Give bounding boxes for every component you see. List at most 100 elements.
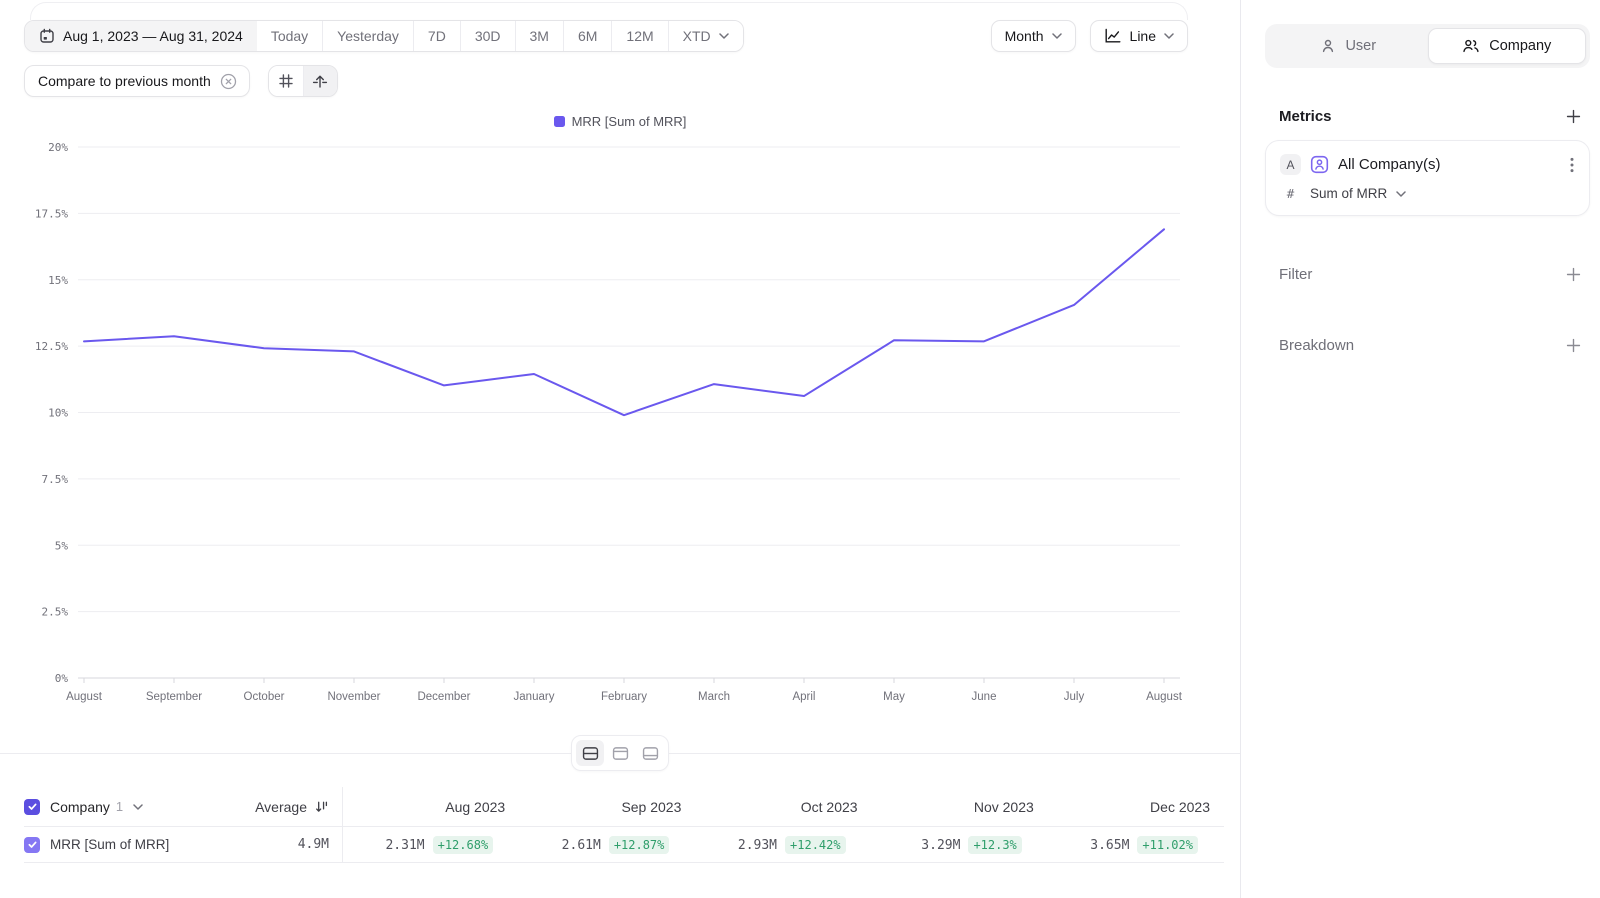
svg-text:10%: 10%	[48, 407, 68, 420]
layout-toggle-group	[571, 735, 669, 771]
series-checkbox[interactable]	[24, 836, 40, 853]
company-badge-icon	[1310, 155, 1329, 174]
metric-property-label: Sum of MRR	[1310, 186, 1388, 201]
add-breakdown-button[interactable]	[1563, 335, 1584, 356]
svg-text:April: April	[792, 691, 815, 703]
chevron-down-icon	[1164, 33, 1174, 39]
chart-type-label: Line	[1129, 28, 1156, 44]
mrr-value: 2.61M	[561, 837, 601, 853]
svg-text:0%: 0%	[55, 672, 69, 685]
chart-table-divider	[0, 727, 1240, 771]
month-value-cell: 3.65M +11.02%	[1048, 835, 1224, 854]
grid-icon	[278, 73, 294, 89]
table-header-row: Company 1 Average Aug 2023 Sep 2023 Oct 20…	[24, 787, 1224, 827]
preset-button-xtd[interactable]: XTD	[667, 21, 743, 51]
svg-text:August: August	[1146, 691, 1183, 703]
breakdown-section-header: Breakdown	[1279, 335, 1584, 356]
numeric-property-icon: #	[1286, 186, 1295, 201]
add-filter-button[interactable]	[1563, 264, 1584, 285]
mrr-value: 3.29M	[921, 837, 961, 853]
metric-name: All Company(s)	[1338, 156, 1441, 173]
month-column-header[interactable]: Dec 2023	[1150, 798, 1210, 815]
metric-property-selector[interactable]: # Sum of MRR	[1280, 186, 1576, 201]
mrr-value: 2.31M	[385, 837, 425, 853]
toolbar: Aug 1, 2023 — Aug 31, 2024 Today Yesterda…	[24, 20, 1188, 52]
metric-card[interactable]: A All Company(s) # Sum of MRR	[1265, 140, 1590, 216]
filter-title: Filter	[1279, 266, 1313, 283]
line-chart[interactable]: 0% 2.5% 5% 7.5% 10% 12.5% 15% 17.5% 20% August Sep…	[0, 131, 1240, 713]
select-all-checkbox[interactable]	[24, 798, 40, 815]
chevron-down-icon	[1051, 33, 1062, 39]
calendar-icon	[39, 28, 55, 44]
month-column-header[interactable]: Aug 2023	[445, 798, 506, 815]
month-column-header[interactable]: Nov 2023	[973, 798, 1034, 815]
date-range-button[interactable]: Aug 1, 2023 — Aug 31, 2024	[25, 21, 257, 51]
granularity-label: Month	[1004, 28, 1044, 44]
preset-button-30d[interactable]: 30D	[459, 21, 515, 51]
granularity-dropdown[interactable]: Month	[990, 20, 1076, 52]
svg-text:20%: 20%	[48, 141, 68, 154]
series-label: MRR [Sum of MRR]	[50, 837, 170, 852]
metric-menu-button[interactable]	[1568, 155, 1576, 175]
growth-delta-badge: +12.87%	[608, 835, 670, 854]
preset-button-7d[interactable]: 7D	[412, 21, 460, 51]
sort-icon[interactable]	[314, 800, 329, 814]
group-column-label[interactable]: Company	[50, 798, 110, 815]
breakdown-title: Breakdown	[1279, 337, 1355, 354]
preset-button-12m[interactable]: 12M	[611, 21, 668, 51]
month-column-header[interactable]: Sep 2023	[621, 798, 682, 815]
svg-text:15%: 15%	[48, 274, 68, 287]
month-value-cell: 2.31M +12.68%	[343, 835, 519, 854]
main-panel: Aug 1, 2023 — Aug 31, 2024 Today Yesterda…	[0, 2, 1240, 863]
date-preset-group: Aug 1, 2023 — Aug 31, 2024 Today Yesterda…	[24, 20, 744, 52]
chart-legend[interactable]: MRR [Sum of MRR]	[0, 111, 1240, 131]
growth-delta-badge: +12.3%	[968, 835, 1022, 854]
preset-button-yesterday[interactable]: Yesterday	[322, 21, 413, 51]
config-sidebar: User Company Metrics A All Company(s)	[1240, 0, 1600, 898]
company-icon	[1462, 38, 1480, 54]
compare-chip[interactable]: Compare to previous month	[24, 65, 250, 97]
chart-tools-group	[267, 65, 338, 97]
xtd-label: XTD	[682, 28, 711, 44]
average-value: 4.9M	[297, 837, 329, 852]
month-column-header[interactable]: Oct 2023	[800, 798, 858, 815]
svg-text:January: January	[514, 691, 555, 703]
entity-user-label: User	[1345, 38, 1377, 54]
toolbar-row2: Compare to previous month	[24, 65, 1240, 97]
svg-text:17.5%: 17.5%	[35, 207, 68, 220]
svg-text:December: December	[417, 691, 470, 703]
remove-compare-icon[interactable]	[220, 73, 237, 90]
svg-text:May: May	[883, 691, 905, 703]
gridlines-toggle-button[interactable]	[268, 66, 303, 96]
average-column-label[interactable]: Average	[255, 798, 307, 815]
add-metric-button[interactable]	[1563, 106, 1584, 127]
user-icon	[1320, 38, 1336, 54]
layout-chart-button[interactable]	[606, 740, 634, 766]
entity-company-label: Company	[1489, 38, 1552, 54]
results-table: Company 1 Average Aug 2023 Sep 2023 Oct 20…	[24, 787, 1224, 863]
chart-type-dropdown[interactable]: Line	[1089, 20, 1188, 52]
layout-table-button[interactable]	[636, 740, 664, 766]
svg-text:November: November	[327, 691, 380, 703]
entity-toggle-company[interactable]: Company	[1427, 28, 1586, 64]
group-count: 1	[115, 799, 124, 814]
legend-label: MRR [Sum of MRR]	[571, 113, 687, 129]
svg-text:7.5%: 7.5%	[42, 473, 69, 486]
preset-button-6m[interactable]: 6M	[562, 21, 612, 51]
svg-text:5%: 5%	[55, 539, 69, 552]
layout-split-button[interactable]	[576, 740, 604, 766]
month-value-cell: 2.93M +12.42%	[695, 835, 871, 854]
svg-text:February: February	[601, 691, 647, 703]
svg-text:August: August	[66, 691, 103, 703]
preset-button-3m[interactable]: 3M	[514, 21, 563, 51]
entity-toggle: User Company	[1265, 24, 1590, 68]
svg-text:September: September	[146, 691, 202, 703]
month-value-cell: 3.29M +12.3%	[872, 835, 1048, 854]
chevron-down-icon	[718, 33, 729, 39]
preset-button-today[interactable]: Today	[256, 21, 323, 51]
entity-toggle-user[interactable]: User	[1269, 28, 1428, 64]
svg-text:March: March	[698, 691, 730, 703]
annotations-toggle-button[interactable]	[302, 66, 337, 96]
svg-text:October: October	[244, 691, 285, 703]
chevron-down-icon[interactable]	[133, 803, 143, 810]
